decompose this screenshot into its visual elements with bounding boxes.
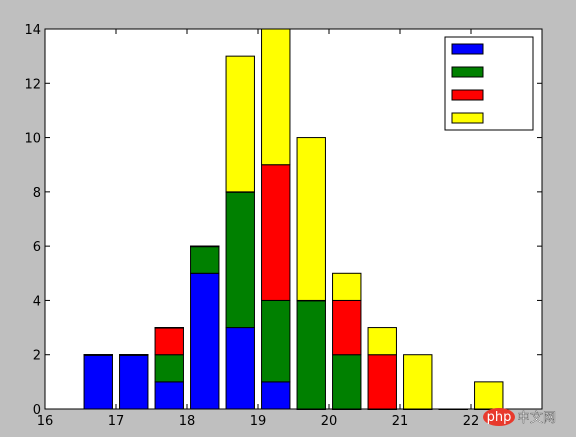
bar-series-4-x-16.75 <box>83 354 113 356</box>
php-watermark-badge-text: php <box>487 410 512 425</box>
y-tick-label: 0 <box>33 403 41 418</box>
x-tick-label: 16 <box>37 414 54 429</box>
bar-series-1-x-17.25 <box>119 354 149 410</box>
bar-series-3-x-20.75 <box>367 354 397 410</box>
php-watermark: php 中文网 <box>483 408 556 426</box>
bar-series-2-x-17.75 <box>154 354 184 383</box>
bar-series-4-x-20.75 <box>367 327 397 356</box>
bar-series-2-x-19.25 <box>261 299 291 383</box>
bar-series-2-x-18.25 <box>190 245 220 274</box>
bar-series-4-x-18.25 <box>190 245 220 248</box>
y-tick-label: 6 <box>33 240 41 255</box>
legend-swatch-3 <box>451 89 484 101</box>
bar-series-3-x-20.25 <box>332 299 362 356</box>
bar-series-4-x-22.25 <box>474 381 504 410</box>
bar-series-3-x-19.25 <box>261 164 291 301</box>
x-tick-label: 20 <box>321 414 338 429</box>
bar-series-1-x-18.75 <box>225 327 255 410</box>
legend <box>444 36 534 131</box>
x-tick-label: 17 <box>108 414 125 429</box>
bar-series-3-x-17.75 <box>154 327 184 356</box>
bar-series-2-x-19.75 <box>296 299 326 410</box>
y-tick-label: 4 <box>33 294 41 309</box>
php-watermark-text: 中文网 <box>517 411 556 426</box>
bar-series-1-x-16.75 <box>83 354 113 410</box>
bar-series-4-x-17.25 <box>119 354 149 356</box>
bar-series-2-x-20.25 <box>332 354 362 410</box>
legend-swatch-1 <box>451 43 484 55</box>
bar-series-1-x-18.25 <box>190 272 220 410</box>
bars-group <box>83 28 504 410</box>
bar-series-4-x-19.25 <box>261 28 291 166</box>
bar-series-1-x-19.25 <box>261 381 291 410</box>
bar-series-4-x-20.25 <box>332 272 362 301</box>
bar-series-4-x-19.75 <box>296 137 326 301</box>
legend-swatch-4 <box>451 112 484 124</box>
x-tick-label: 19 <box>250 414 267 429</box>
bar-series-1-x-17.75 <box>154 381 184 410</box>
legend-swatch-2 <box>451 66 484 78</box>
x-axis: 16 17 18 19 20 21 22 <box>37 29 480 429</box>
y-tick-label: 2 <box>33 349 41 364</box>
y-tick-label: 14 <box>24 23 41 38</box>
bar-series-4-x-18.75 <box>225 55 255 193</box>
y-tick-label: 10 <box>24 132 41 147</box>
bar-series-2-x-18.75 <box>225 191 255 329</box>
y-tick-label: 12 <box>24 77 41 92</box>
bar-series-4-x-17.75 <box>154 327 184 329</box>
x-tick-label: 18 <box>179 414 196 429</box>
x-tick-label: 21 <box>392 414 409 429</box>
y-axis: 0 2 4 6 8 10 12 14 <box>24 23 542 418</box>
plot-frame <box>44 28 543 410</box>
bar-series-4-x-21.25 <box>403 354 433 410</box>
y-tick-label: 8 <box>33 186 41 201</box>
x-tick-label: 22 <box>463 414 480 429</box>
php-watermark-badge <box>483 408 515 426</box>
